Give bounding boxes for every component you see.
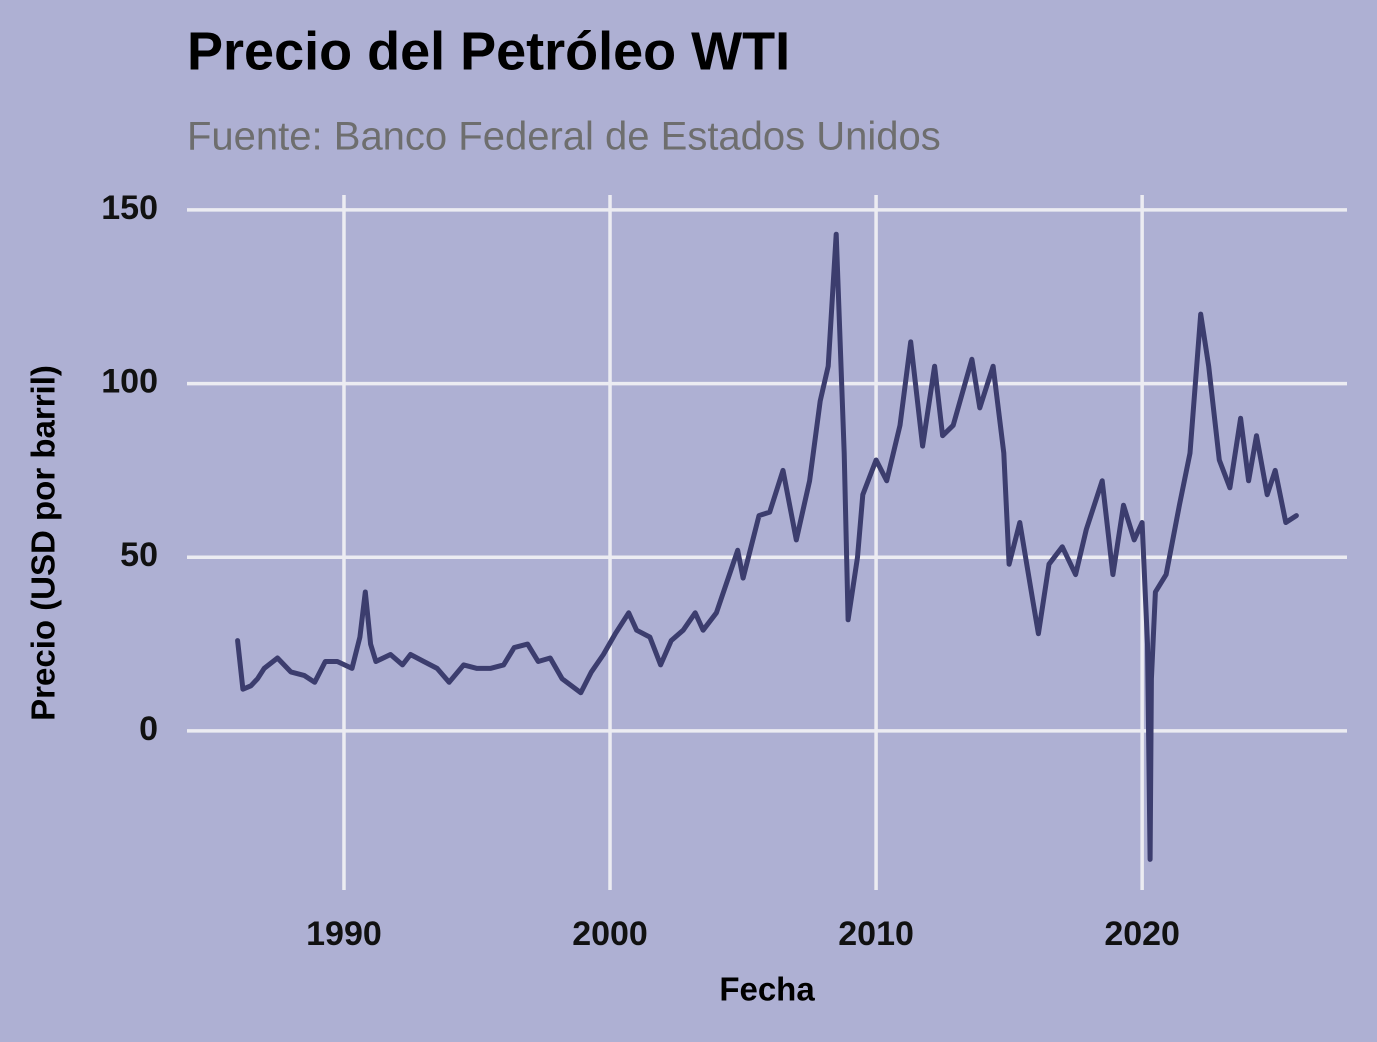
price-line: [235, 231, 1299, 862]
y-tick-label: 150: [101, 189, 158, 227]
y-tick-label: 50: [120, 536, 158, 574]
plot-area: [235, 231, 1299, 862]
y-tick-label: 0: [139, 710, 158, 748]
x-axis-label: Fecha: [719, 971, 815, 1008]
chart-subtitle: Fuente: Banco Federal de Estados Unidos: [187, 115, 941, 159]
y-axis-label: Precio (USD por barril): [25, 365, 62, 721]
x-tick-label: 2010: [838, 915, 914, 953]
x-tick-label: 1990: [306, 915, 382, 953]
x-tick-label: 2020: [1104, 915, 1180, 953]
y-tick-label: 100: [101, 363, 158, 401]
chart-title: Precio del Petróleo WTI: [187, 21, 790, 81]
grid: [187, 195, 1347, 890]
x-tick-label: 2000: [572, 915, 648, 953]
